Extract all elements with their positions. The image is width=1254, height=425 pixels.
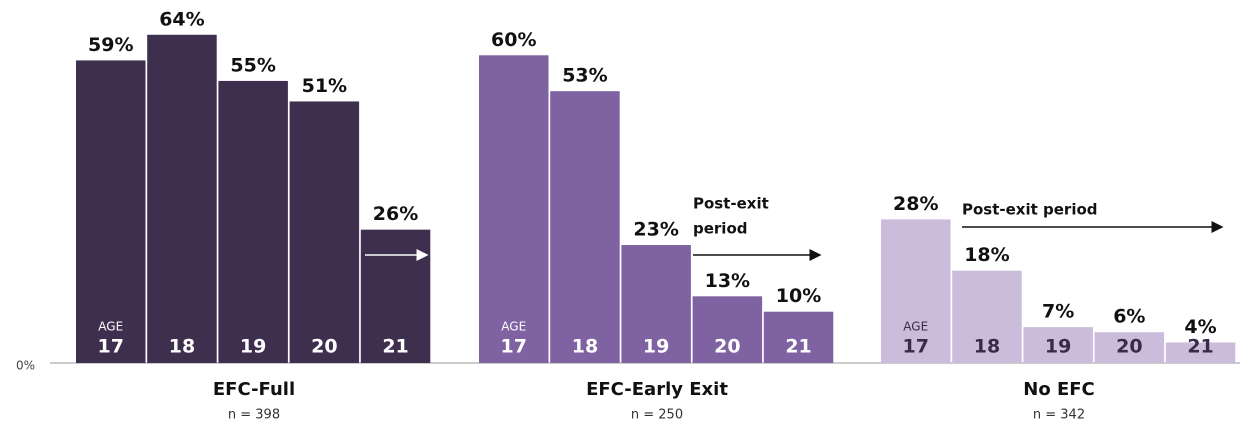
- group-n: n = 398: [228, 408, 280, 423]
- annotation: Post-exit period: [962, 201, 1098, 219]
- value-label: 10%: [776, 285, 821, 307]
- value-label: 53%: [562, 65, 607, 87]
- bar: [76, 60, 146, 364]
- bar: [621, 245, 691, 363]
- y-tick-label: 0%: [16, 359, 35, 373]
- annotation: period: [693, 220, 748, 238]
- age-label: 19: [643, 336, 669, 358]
- value-label: 60%: [491, 29, 536, 51]
- bar: [763, 311, 834, 363]
- age-label: 19: [1045, 336, 1071, 358]
- bar: [218, 80, 288, 363]
- value-label: 28%: [893, 193, 938, 215]
- bar: [881, 219, 951, 363]
- value-label: 6%: [1113, 306, 1145, 328]
- age-label: 20: [1116, 336, 1142, 358]
- group-name: EFC-Full: [213, 379, 295, 400]
- value-label: 23%: [633, 219, 678, 241]
- value-label: 4%: [1184, 316, 1216, 338]
- value-label: 64%: [159, 8, 204, 30]
- bar: [550, 91, 620, 363]
- age-caption: AGE: [903, 320, 928, 334]
- group-name: No EFC: [1023, 379, 1095, 400]
- age-caption: AGE: [98, 320, 123, 334]
- age-label: 21: [1187, 336, 1213, 358]
- bar: [289, 101, 360, 363]
- group-n: n = 250: [631, 408, 683, 423]
- value-label: 26%: [373, 203, 418, 225]
- value-label: 55%: [230, 54, 275, 76]
- bar: [479, 55, 549, 364]
- age-caption: AGE: [501, 320, 526, 334]
- bar: [1094, 332, 1165, 363]
- age-label: 17: [501, 336, 527, 358]
- value-label: 51%: [302, 75, 347, 97]
- age-label: 20: [311, 336, 337, 358]
- bar: [1165, 342, 1236, 363]
- value-label: 18%: [964, 244, 1009, 266]
- value-label: 7%: [1042, 301, 1074, 323]
- group-n: n = 342: [1033, 408, 1085, 423]
- age-label: 19: [240, 336, 266, 358]
- bar: [147, 34, 217, 364]
- age-label: 17: [903, 336, 929, 358]
- value-label: 13%: [705, 270, 750, 292]
- bar: [952, 270, 1022, 363]
- age-label: 21: [785, 336, 811, 358]
- age-label: 18: [169, 336, 195, 358]
- age-label: 21: [382, 336, 408, 358]
- bar: [692, 296, 763, 363]
- age-label: 18: [572, 336, 598, 358]
- age-label: 17: [98, 336, 124, 358]
- age-label: 20: [714, 336, 740, 358]
- group-name: EFC-Early Exit: [586, 379, 728, 400]
- annotation: Post-exit: [693, 195, 769, 213]
- age-label: 18: [974, 336, 1000, 358]
- bar: [1023, 327, 1093, 363]
- value-label: 59%: [88, 34, 133, 56]
